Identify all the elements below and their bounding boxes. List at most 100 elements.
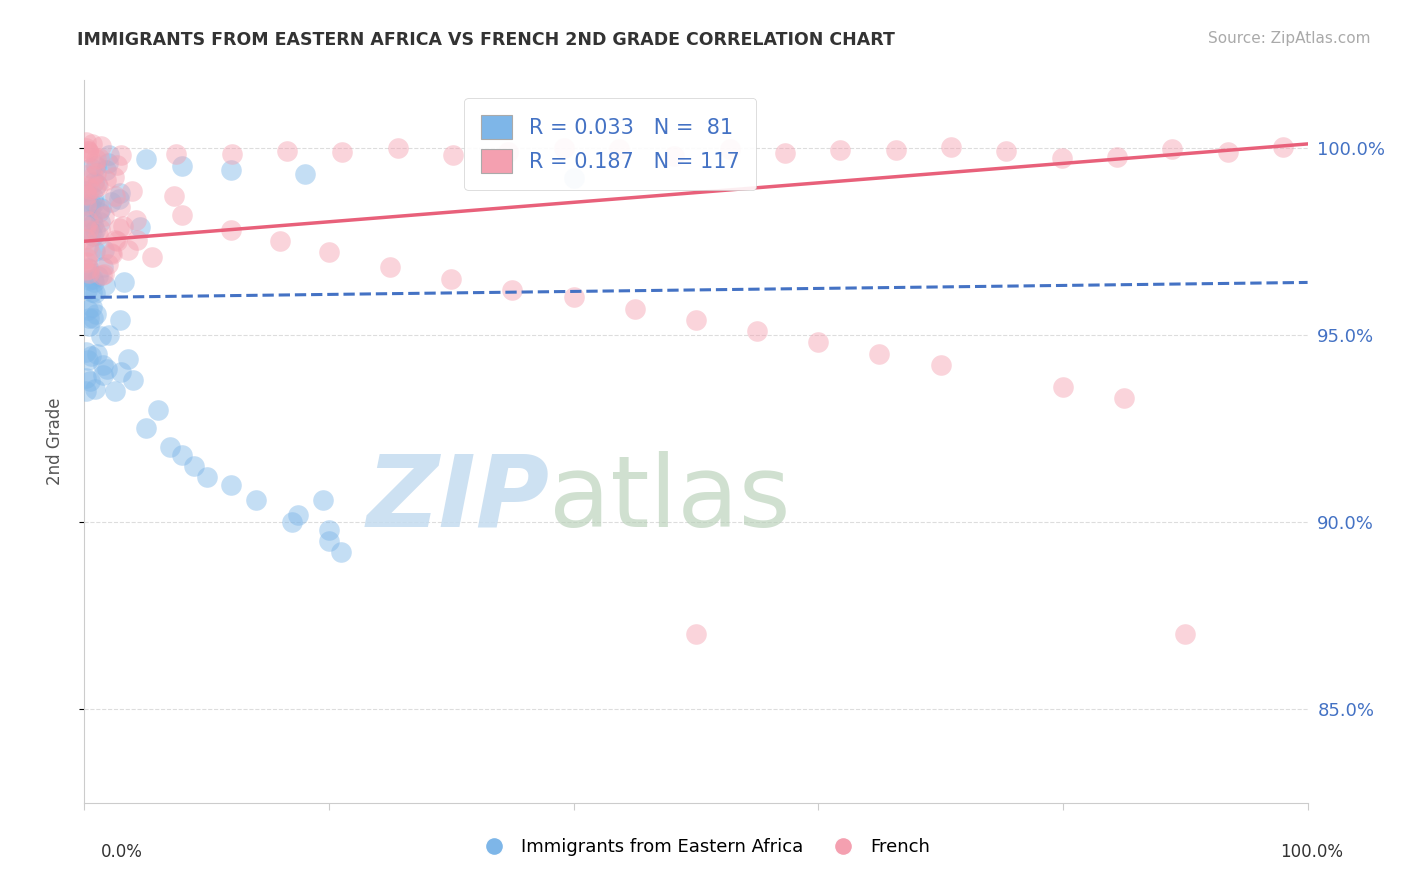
Point	[76, 239, 98, 253]
Point	[90, 328, 112, 343]
Point	[84, 152, 107, 166]
Point	[939, 140, 962, 154]
Point	[747, 324, 769, 338]
Point	[100, 245, 122, 260]
Text: 0.0%: 0.0%	[101, 843, 143, 861]
Point	[84, 382, 107, 396]
Point	[1216, 145, 1239, 160]
Point	[82, 190, 104, 204]
Point	[172, 160, 194, 174]
Point	[332, 145, 354, 159]
Point	[91, 358, 114, 372]
Point	[84, 166, 107, 180]
Point	[82, 285, 104, 299]
Point	[1052, 380, 1074, 394]
Point	[219, 223, 242, 237]
Point	[79, 375, 101, 389]
Point	[76, 144, 98, 158]
Point	[498, 145, 520, 159]
Point	[87, 227, 110, 242]
Legend: Immigrants from Eastern Africa, French: Immigrants from Eastern Africa, French	[468, 831, 938, 863]
Point	[75, 209, 97, 223]
Point	[330, 545, 353, 559]
Point	[105, 158, 128, 172]
Point	[80, 225, 103, 239]
Point	[84, 286, 107, 301]
Point	[75, 168, 97, 182]
Point	[76, 283, 98, 297]
Text: ZIP: ZIP	[366, 450, 550, 548]
Point	[718, 142, 741, 156]
Point	[96, 362, 118, 376]
Point	[79, 272, 101, 286]
Point	[219, 163, 242, 178]
Point	[80, 201, 103, 215]
Point	[83, 175, 105, 189]
Point	[387, 141, 409, 155]
Point	[94, 162, 117, 177]
Point	[84, 159, 107, 173]
Point	[685, 627, 707, 641]
Point	[75, 371, 97, 385]
Point	[90, 139, 112, 153]
Point	[97, 156, 120, 170]
Point	[77, 303, 100, 318]
Point	[101, 246, 124, 260]
Point	[172, 208, 194, 222]
Point	[77, 318, 100, 333]
Point	[104, 189, 127, 203]
Point	[76, 260, 98, 275]
Point	[773, 146, 796, 161]
Point	[80, 196, 103, 211]
Point	[117, 351, 139, 366]
Point	[110, 148, 132, 162]
Point	[97, 257, 120, 271]
Point	[89, 204, 111, 219]
Point	[89, 221, 111, 235]
Point	[76, 255, 98, 269]
Point	[105, 234, 128, 248]
Point	[562, 170, 585, 185]
Point	[77, 311, 100, 326]
Point	[79, 266, 101, 280]
Point	[96, 173, 118, 187]
Point	[1114, 392, 1136, 406]
Point	[89, 215, 111, 229]
Point	[294, 167, 316, 181]
Point	[929, 358, 952, 372]
Point	[83, 223, 105, 237]
Point	[84, 157, 107, 171]
Point	[82, 217, 104, 231]
Point	[441, 148, 464, 162]
Point	[76, 178, 98, 193]
Point	[87, 151, 110, 165]
Point	[76, 214, 98, 228]
Point	[146, 402, 169, 417]
Point	[86, 178, 108, 192]
Point	[87, 269, 110, 284]
Point	[135, 152, 157, 166]
Point	[869, 346, 891, 360]
Point	[163, 189, 186, 203]
Point	[276, 144, 298, 158]
Point	[93, 278, 115, 293]
Point	[91, 260, 114, 275]
Text: atlas: atlas	[550, 450, 790, 548]
Point	[111, 219, 134, 234]
Point	[75, 140, 97, 154]
Point	[75, 184, 97, 198]
Point	[141, 250, 163, 264]
Point	[269, 234, 291, 248]
Point	[83, 244, 105, 259]
Point	[80, 349, 103, 363]
Point	[75, 197, 97, 211]
Point	[245, 492, 267, 507]
Point	[440, 271, 463, 285]
Point	[77, 145, 100, 160]
Point	[82, 311, 104, 326]
Point	[502, 283, 524, 297]
Point	[77, 261, 100, 276]
Point	[129, 219, 152, 234]
Point	[108, 192, 131, 206]
Point	[122, 373, 145, 387]
